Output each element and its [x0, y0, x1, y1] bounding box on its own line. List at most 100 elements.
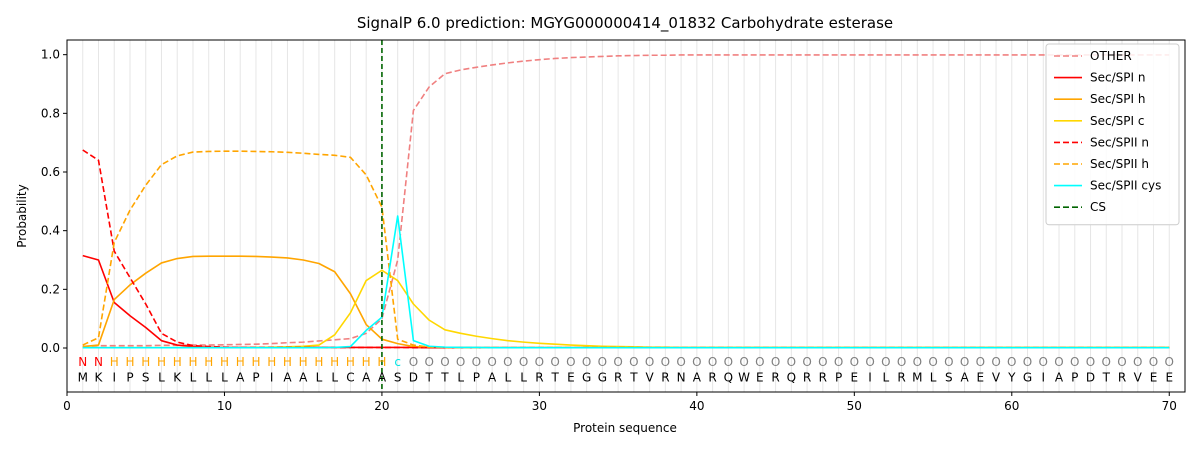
region-label: O [409, 355, 418, 369]
y-tick-label: 1.0 [41, 48, 60, 62]
region-label: H [188, 355, 197, 369]
series-line-sec-spii-h [82, 150, 1170, 349]
plot-frame [66, 39, 1186, 393]
y-axis-label: Probability [15, 184, 29, 247]
region-label: O [566, 355, 575, 369]
sequence-residue: W [738, 370, 750, 384]
sequence-residue: A [693, 370, 702, 384]
sequence-residue: I [270, 370, 274, 384]
sequence-residue: P [126, 370, 133, 384]
region-label: O [1149, 355, 1158, 369]
sequence-residue: V [1134, 370, 1143, 384]
sequence-residue: V [646, 370, 655, 384]
sequence-residue: R [1118, 370, 1126, 384]
sequence-residue: A [960, 370, 969, 384]
region-label: O [960, 355, 969, 369]
sequence-residue: E [1165, 370, 1173, 384]
y-tick-label: 0.4 [41, 224, 60, 238]
region-label: H [110, 355, 119, 369]
region-label: O [976, 355, 985, 369]
sequence-residue: K [173, 370, 182, 384]
region-label: O [1117, 355, 1126, 369]
sequence-residue: L [316, 370, 323, 384]
region-label: N [94, 355, 103, 369]
legend: OTHER Sec/SPI n Sec/SPI h Sec/SPI c Sec/SPII… [1045, 43, 1180, 226]
x-tick-label: 70 [1162, 399, 1177, 413]
sequence-residue: P [252, 370, 259, 384]
region-label: N [78, 355, 87, 369]
sequence-residue: R [614, 370, 622, 384]
sequence-residue: T [440, 370, 449, 384]
sequence-residue: R [803, 370, 811, 384]
region-label: O [456, 355, 465, 369]
region-label: O [708, 355, 717, 369]
region-label: O [503, 355, 512, 369]
sequence-residue: T [550, 370, 559, 384]
region-label: O [519, 355, 528, 369]
region-label: O [645, 355, 654, 369]
legend-box [1045, 43, 1180, 226]
region-label: O [818, 355, 827, 369]
series-lines [82, 54, 1170, 349]
region-label: H [251, 355, 260, 369]
series-line-sec-spii-n [82, 149, 1170, 349]
sequence-residue: G [1023, 370, 1032, 384]
sequence-residue: E [851, 370, 859, 384]
sequence-residue: S [142, 370, 150, 384]
x-tick-label: 30 [532, 399, 547, 413]
sequence-residue: R [771, 370, 779, 384]
series-line-sec-spii-cys [82, 215, 1170, 349]
legend-entry: Sec/SPI n [1090, 71, 1145, 85]
sequence-residue: R [661, 370, 669, 384]
region-label: O [676, 355, 685, 369]
sequence-residue: N [677, 370, 686, 384]
sequence-residue: R [897, 370, 905, 384]
region-label: H [362, 355, 371, 369]
sequence-residue: I [1042, 370, 1046, 384]
sequence-residue: A [299, 370, 308, 384]
region-label: H [330, 355, 339, 369]
region-label: O [771, 355, 780, 369]
series-line-sec-spi-h [82, 255, 1170, 349]
region-label: O [1165, 355, 1174, 369]
region-label: O [802, 355, 811, 369]
sequence-residue: A [1055, 370, 1064, 384]
x-tick-label: 50 [847, 399, 862, 413]
region-label: O [755, 355, 764, 369]
x-tick-label: 0 [63, 399, 71, 413]
region-label: O [440, 355, 449, 369]
region-label: H [157, 355, 166, 369]
sequence-residue: M [78, 370, 88, 384]
sequence-residue: L [190, 370, 197, 384]
sequence-residue: A [236, 370, 245, 384]
legend-entry: Sec/SPI c [1090, 114, 1144, 128]
sequence-residue: R [535, 370, 543, 384]
sequence-residue: T [424, 370, 433, 384]
sequence-residue: L [158, 370, 165, 384]
region-label: O [1007, 355, 1016, 369]
region-label: H [267, 355, 276, 369]
sequence-residue: A [362, 370, 371, 384]
sequence-residue: T [1102, 370, 1111, 384]
region-label: O [582, 355, 591, 369]
y-axis: 0.0 0.2 0.4 0.6 0.8 1.0 [41, 48, 67, 355]
region-label: O [598, 355, 607, 369]
y-tick-label: 0.2 [41, 282, 60, 296]
sequence-residue: I [112, 370, 116, 384]
sequence-residue: A [283, 370, 292, 384]
sequence-residue: C [346, 370, 354, 384]
region-label: O [692, 355, 701, 369]
sequence-residue: L [221, 370, 228, 384]
sequence-residue: P [473, 370, 480, 384]
region-label: O [881, 355, 890, 369]
series-line-sec-spi-c [82, 269, 1170, 349]
region-label: H [299, 355, 308, 369]
sequence-residue: L [882, 370, 889, 384]
sequence-residue: L [520, 370, 527, 384]
region-label: H [173, 355, 182, 369]
x-axis: 0 10 20 30 40 50 60 70 [63, 392, 1177, 413]
region-label: H [283, 355, 292, 369]
legend-entry: OTHER [1090, 49, 1132, 63]
region-label: O [1023, 355, 1032, 369]
